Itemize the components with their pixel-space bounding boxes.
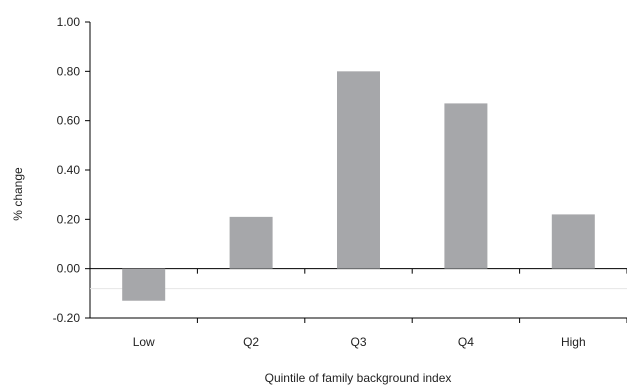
y-tick-label: 0.40 [57,163,81,177]
bar-q4 [444,103,488,269]
y-axis-title: % change [11,167,25,221]
x-tick-label: Q3 [350,335,366,349]
x-axis-title: Quintile of family background index [265,371,452,385]
x-tick-label: High [561,335,586,349]
y-tick-label: 0.00 [57,262,81,276]
x-tick-label: Q2 [243,335,259,349]
x-tick-label: Q4 [458,335,474,349]
y-tick-label: -0.20 [53,311,81,325]
bar-q3 [337,71,380,269]
bar-q2 [229,216,273,269]
y-tick-label: 0.80 [57,64,81,78]
bar-high [551,214,595,269]
y-tick-label: 0.20 [57,212,81,226]
y-axis: 1.00 0.80 0.60 0.40 0.20 0.00 -0.20 [53,15,91,325]
bars [122,71,595,301]
bar-low [122,268,166,301]
x-tick-label: Low [133,335,155,349]
x-axis: Low Q2 Q3 Q4 High [90,268,627,349]
y-tick-label: 0.60 [57,114,81,128]
y-tick-label: 1.00 [57,15,81,29]
